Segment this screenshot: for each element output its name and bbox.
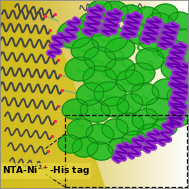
Ellipse shape xyxy=(168,108,189,126)
Ellipse shape xyxy=(62,99,88,119)
Ellipse shape xyxy=(131,83,159,105)
Ellipse shape xyxy=(125,63,155,85)
Ellipse shape xyxy=(157,39,183,59)
Ellipse shape xyxy=(168,12,189,30)
Ellipse shape xyxy=(146,13,174,35)
Ellipse shape xyxy=(65,57,95,81)
Ellipse shape xyxy=(58,135,82,153)
Ellipse shape xyxy=(88,0,112,18)
Ellipse shape xyxy=(127,24,153,44)
Ellipse shape xyxy=(136,48,164,70)
Ellipse shape xyxy=(76,83,104,105)
Ellipse shape xyxy=(84,47,116,71)
Ellipse shape xyxy=(83,66,117,92)
Ellipse shape xyxy=(102,1,128,21)
Ellipse shape xyxy=(137,124,163,144)
Ellipse shape xyxy=(171,70,189,88)
Ellipse shape xyxy=(116,70,144,92)
Ellipse shape xyxy=(79,12,111,36)
Ellipse shape xyxy=(105,58,135,80)
Ellipse shape xyxy=(57,20,93,48)
Bar xyxy=(65,115,187,187)
Ellipse shape xyxy=(80,100,110,122)
Ellipse shape xyxy=(102,119,128,139)
Ellipse shape xyxy=(92,26,128,52)
Ellipse shape xyxy=(152,4,178,24)
Ellipse shape xyxy=(101,97,129,117)
Ellipse shape xyxy=(146,98,174,120)
Ellipse shape xyxy=(71,38,99,60)
Ellipse shape xyxy=(132,109,158,129)
Ellipse shape xyxy=(167,87,189,107)
Ellipse shape xyxy=(161,58,189,80)
Ellipse shape xyxy=(117,94,143,114)
Ellipse shape xyxy=(72,137,98,157)
Ellipse shape xyxy=(139,27,171,51)
Ellipse shape xyxy=(116,113,144,135)
Ellipse shape xyxy=(170,49,189,69)
Ellipse shape xyxy=(108,138,132,156)
Ellipse shape xyxy=(122,131,148,151)
Ellipse shape xyxy=(167,29,189,49)
Ellipse shape xyxy=(86,124,114,144)
Text: NTA-Ni$^{2+}$-His tag: NTA-Ni$^{2+}$-His tag xyxy=(2,164,90,178)
Ellipse shape xyxy=(67,119,93,139)
Ellipse shape xyxy=(152,79,178,99)
Polygon shape xyxy=(0,29,105,189)
Ellipse shape xyxy=(153,118,177,136)
Ellipse shape xyxy=(87,142,113,160)
Ellipse shape xyxy=(94,82,126,106)
Ellipse shape xyxy=(135,7,161,27)
Ellipse shape xyxy=(105,38,135,60)
Ellipse shape xyxy=(118,5,142,23)
